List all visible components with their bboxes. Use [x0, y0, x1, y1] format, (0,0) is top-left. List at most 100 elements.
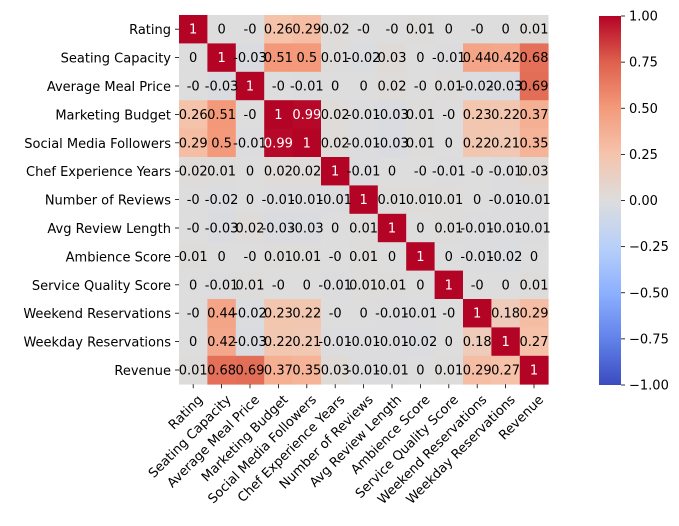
y-tick-label: Weekend Reservations: [23, 307, 171, 322]
heatmap-cell: [406, 100, 435, 129]
heatmap-cell: [434, 270, 464, 300]
cell-annotation: -0: [386, 23, 399, 38]
heatmap-cell: [463, 100, 492, 129]
heatmap-cell: [179, 242, 208, 271]
cell-annotation: 0.35: [292, 364, 321, 379]
cell-annotation: 0.44: [463, 51, 492, 66]
heatmap-cell: [519, 242, 549, 271]
heatmap-cell: [264, 43, 293, 73]
y-tick-label: Marketing Budget: [55, 108, 171, 123]
heatmap-cell: [463, 15, 492, 44]
cell-annotation: 0.03: [520, 165, 549, 180]
cell-annotation: -0: [187, 222, 200, 237]
heatmap-cell: [292, 43, 322, 73]
heatmap-cell: [349, 299, 379, 328]
heatmap-cell: [377, 185, 407, 215]
cell-annotation: 0.27: [520, 335, 549, 350]
cell-annotation: 0: [217, 23, 225, 38]
heatmap-cell: [463, 157, 492, 186]
cell-annotation: -0: [471, 23, 484, 38]
cell-annotation: 1: [246, 80, 254, 95]
heatmap-cell: [321, 15, 350, 44]
y-tick-label: Revenue: [114, 364, 171, 379]
cell-annotation: 0.26: [179, 108, 208, 123]
cell-annotation: -0.01: [460, 250, 494, 265]
cell-annotation: 0: [331, 80, 339, 95]
cell-annotation: -0.03: [489, 80, 523, 95]
cell-annotation: 0: [501, 278, 509, 293]
heatmap-cell: [264, 100, 293, 129]
cell-annotation: 0.18: [491, 307, 520, 322]
cell-annotation: -0.03: [205, 222, 239, 237]
cell-annotation: 0.99: [264, 136, 293, 151]
cell-annotation: 0.22: [463, 136, 492, 151]
cell-annotation: -0.02: [489, 250, 523, 265]
cell-annotation: 0.29: [463, 364, 492, 379]
cell-annotation: -0: [244, 108, 257, 123]
cell-annotation: 0.37: [264, 364, 293, 379]
cell-annotation: 0.22: [491, 108, 520, 123]
heatmap-cell: [349, 128, 379, 158]
heatmap-cell: [235, 270, 265, 300]
heatmap-cell: [406, 355, 435, 385]
cell-annotation: 0.68: [520, 51, 549, 66]
y-tick-label: Seating Capacity: [61, 52, 172, 67]
cell-annotation: 0.35: [520, 136, 549, 151]
heatmap-cell: [406, 213, 435, 243]
heatmap-cell: [235, 71, 265, 101]
y-tick-label: Social Media Followers: [24, 137, 171, 152]
cell-annotation: -0.01: [375, 335, 409, 350]
colorbar-gradient: [599, 16, 621, 385]
heatmap-cell: [207, 299, 237, 328]
heatmap-cell: [377, 15, 407, 44]
cell-annotation: 0.22: [292, 307, 321, 322]
heatmap-cell: [179, 43, 208, 73]
cell-annotation: 0.69: [520, 80, 549, 95]
heatmap-cell: [321, 43, 350, 73]
cell-annotation: 0: [189, 51, 197, 66]
heatmap-cell: [235, 185, 265, 215]
y-tick-label: Ambience Score: [66, 250, 171, 265]
cell-annotation: 0.01: [434, 222, 463, 237]
heatmap-cell: [179, 270, 208, 300]
cell-annotation: 0.01: [434, 364, 463, 379]
heatmap-cell: [292, 185, 322, 215]
cell-annotation: -0.01: [347, 165, 381, 180]
y-tick-label: Rating: [129, 23, 171, 38]
cell-annotation: 0: [388, 250, 396, 265]
heatmap-cell: [349, 71, 379, 101]
heatmap-cell: [349, 157, 379, 186]
heatmap-cell: [406, 299, 435, 328]
cell-annotation: 0.5: [211, 136, 232, 151]
heatmap-cell: [321, 128, 350, 158]
heatmap-cell: [179, 71, 208, 101]
heatmap-cell: [264, 242, 293, 271]
colorbar-tick-label: −0.75: [629, 332, 669, 347]
heatmap-cell: [519, 100, 549, 129]
heatmap-cell: [463, 43, 492, 73]
cell-annotation: 0: [445, 136, 453, 151]
heatmap-annotations: 1 0 -0 0.26 0.29 0.02 -0 -0 0.01 0 -0 0 0.010 1 -0.030…: [179, 23, 551, 379]
heatmap-cell: [406, 242, 435, 271]
colorbar-tick-label: 1.00: [629, 10, 658, 25]
heatmap-cell: [463, 299, 492, 328]
heatmap-cell: [264, 355, 293, 385]
heatmap-cell: [434, 185, 464, 215]
cell-annotation: 1: [331, 165, 339, 180]
cell-annotation: -0: [272, 278, 285, 293]
heatmap-cell: [519, 128, 549, 158]
heatmap-cell: [321, 100, 350, 129]
cell-annotation: 0.01: [406, 193, 435, 208]
heatmap-cell: [207, 355, 237, 385]
heatmap-cell: [377, 242, 407, 271]
y-tick-label: Service Quality Score: [32, 279, 171, 294]
heatmap-cell: [207, 71, 237, 101]
heatmap-cell: [292, 71, 322, 101]
heatmap-cell: [491, 15, 521, 44]
heatmap-cell: [179, 327, 208, 357]
cell-annotation: 0: [501, 23, 509, 38]
heatmap-cell: [235, 299, 265, 328]
heatmap-cell: [264, 299, 293, 328]
cell-annotation: 0.01: [434, 80, 463, 95]
cell-annotation: 0: [189, 335, 197, 350]
